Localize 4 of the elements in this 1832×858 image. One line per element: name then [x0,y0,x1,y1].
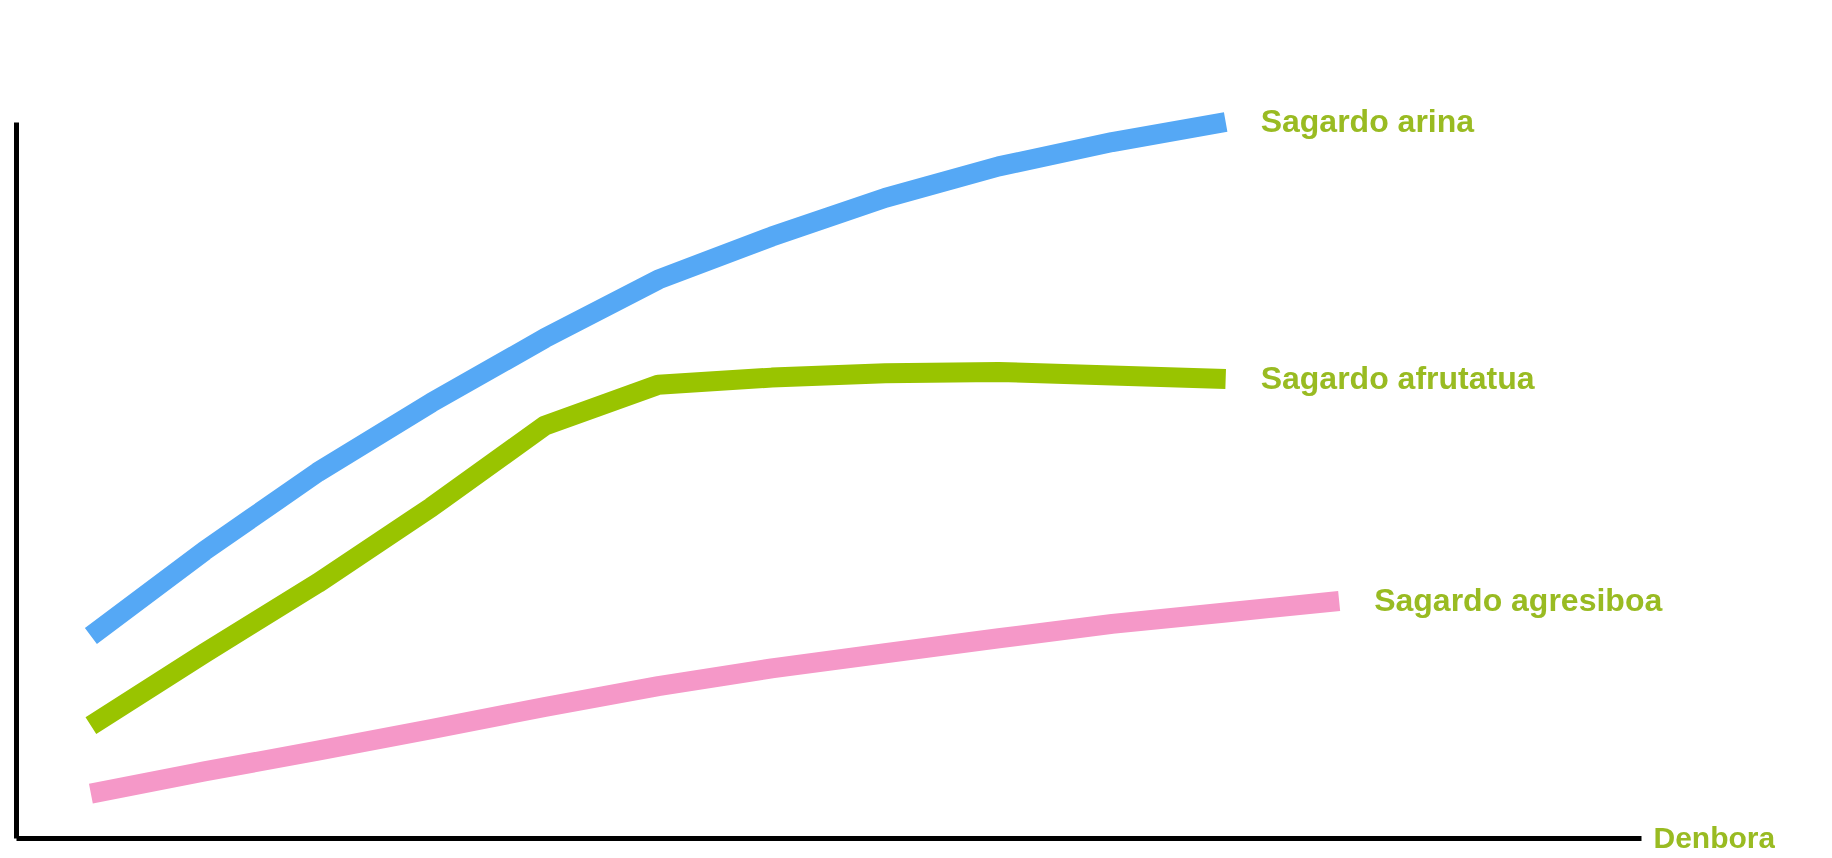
series-label: Sagardo afrutatua [1260,360,1535,397]
x-axis-title: Denbora [1653,820,1776,854]
series-label: Sagardo arina [1260,103,1475,139]
series-label: Sagardo agresiboa [1374,582,1663,618]
